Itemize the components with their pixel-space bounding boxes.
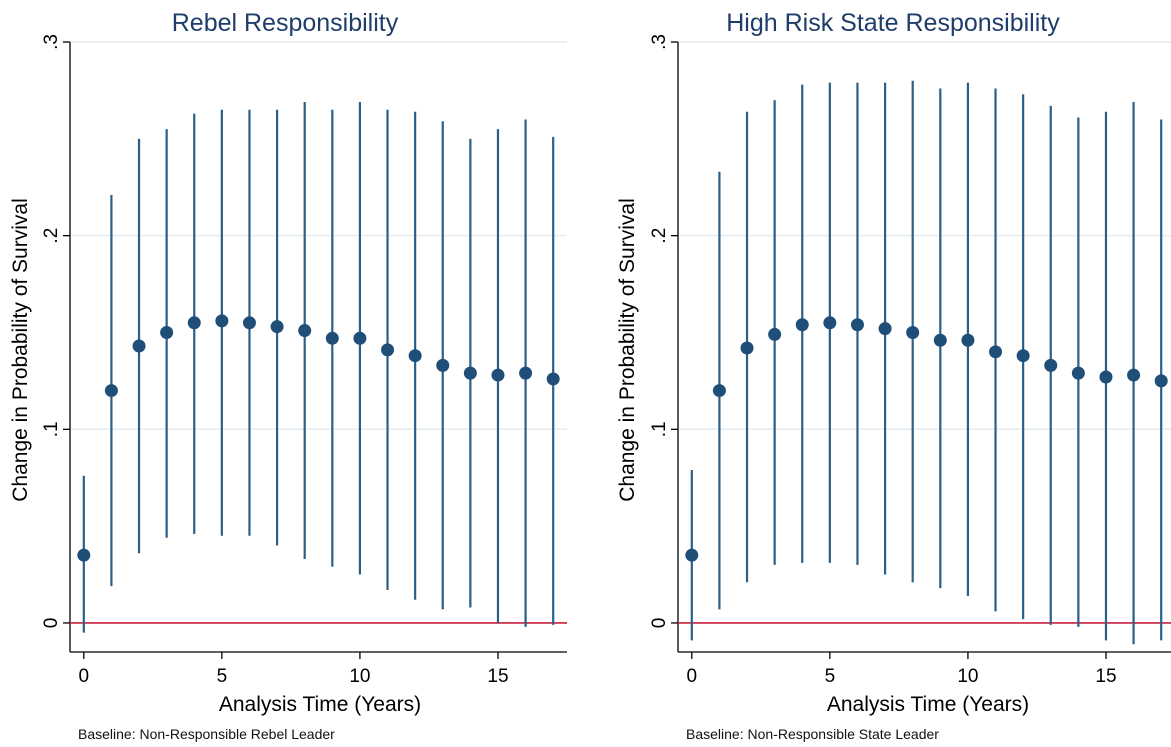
- point-estimate: [408, 349, 422, 363]
- x-tick-label: 15: [487, 666, 508, 687]
- y-axis-label: Change in Probability of Survival: [616, 198, 639, 502]
- panel-title: Rebel Responsibility: [172, 9, 399, 37]
- point-estimate: [436, 358, 450, 372]
- point-estimate: [104, 384, 118, 398]
- point-estimate: [491, 368, 505, 382]
- x-axis-label: Analysis Time (Years): [827, 693, 1029, 716]
- x-tick-label: 0: [79, 666, 90, 687]
- point-estimate: [961, 333, 975, 347]
- y-tick-label: .1: [41, 421, 62, 437]
- point-estimate: [463, 366, 477, 380]
- x-tick-label: 15: [1095, 666, 1116, 687]
- point-estimate: [381, 343, 395, 357]
- x-axis-label: Analysis Time (Years): [219, 693, 421, 716]
- y-tick-label: .2: [649, 228, 670, 244]
- point-estimate: [270, 320, 284, 334]
- point-estimate: [685, 548, 699, 562]
- point-estimate: [823, 316, 837, 330]
- point-estimate: [519, 366, 533, 380]
- x-tick-label: 10: [957, 666, 978, 687]
- x-tick-label: 0: [687, 666, 698, 687]
- point-estimate: [740, 341, 754, 355]
- x-tick-label: 10: [349, 666, 370, 687]
- point-estimate: [242, 316, 256, 330]
- point-estimate: [712, 384, 726, 398]
- point-estimate: [325, 331, 339, 345]
- point-estimate: [850, 318, 864, 332]
- point-estimate: [298, 324, 312, 338]
- data-marks: [678, 80, 1171, 645]
- axes: [677, 42, 1171, 653]
- panel-high-risk-state-responsibility: High Risk State Responsibility Change in…: [616, 9, 1171, 742]
- point-estimate: [546, 372, 560, 386]
- y-axis-label: Change in Probability of Survival: [9, 198, 32, 502]
- point-estimate: [160, 325, 174, 339]
- ticks: 0 .1 .2 .3 0 5 10 15: [41, 34, 509, 687]
- baseline-note: Baseline: Non-Responsible State Leader: [686, 726, 939, 742]
- point-estimate: [933, 333, 947, 347]
- y-tick-label: .3: [649, 34, 670, 50]
- baseline-note: Baseline: Non-Responsible Rebel Leader: [78, 726, 335, 742]
- axes: [69, 42, 567, 653]
- panel-rebel-responsibility: Rebel Responsibility Change in Probabili…: [9, 9, 567, 742]
- y-tick-label: .1: [649, 421, 670, 437]
- y-tick-label: 0: [41, 618, 62, 629]
- data-marks: [70, 102, 567, 633]
- point-estimate: [215, 314, 229, 328]
- point-estimate: [1016, 349, 1030, 363]
- point-estimate: [132, 339, 146, 353]
- point-estimate: [77, 548, 91, 562]
- point-estimate: [795, 318, 809, 332]
- x-tick-label: 5: [825, 666, 836, 687]
- y-tick-label: .2: [41, 228, 62, 244]
- point-estimate: [187, 316, 201, 330]
- point-estimate: [1127, 368, 1141, 382]
- panel-title: High Risk State Responsibility: [726, 9, 1060, 37]
- point-estimate: [768, 327, 782, 341]
- gridlines: [678, 41, 1171, 624]
- point-estimate: [878, 322, 892, 336]
- y-tick-label: .3: [41, 34, 62, 50]
- y-tick-label: 0: [649, 618, 670, 629]
- x-tick-label: 5: [217, 666, 228, 687]
- ticks: 0 .1 .2 .3 0 5 10 15: [649, 34, 1117, 687]
- point-estimate: [1099, 370, 1113, 384]
- point-estimate: [1154, 374, 1168, 388]
- point-estimate: [989, 345, 1003, 359]
- point-estimate: [1071, 366, 1085, 380]
- gridlines: [70, 41, 567, 624]
- point-estimate: [906, 325, 920, 339]
- point-estimate: [353, 331, 367, 345]
- point-estimate: [1044, 358, 1058, 372]
